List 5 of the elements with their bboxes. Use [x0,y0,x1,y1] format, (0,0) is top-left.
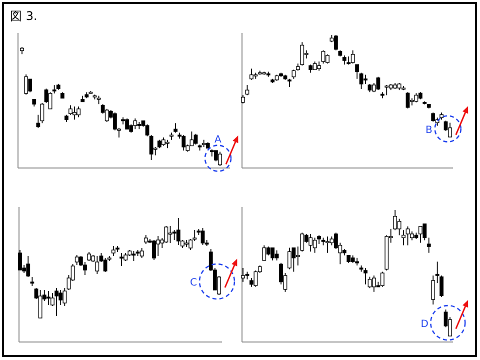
chart-title: 図 3. [10,9,38,23]
annotation: C [190,278,197,288]
annotation: A [214,134,222,146]
annotation: D [420,318,429,330]
annotation: B [425,124,432,136]
